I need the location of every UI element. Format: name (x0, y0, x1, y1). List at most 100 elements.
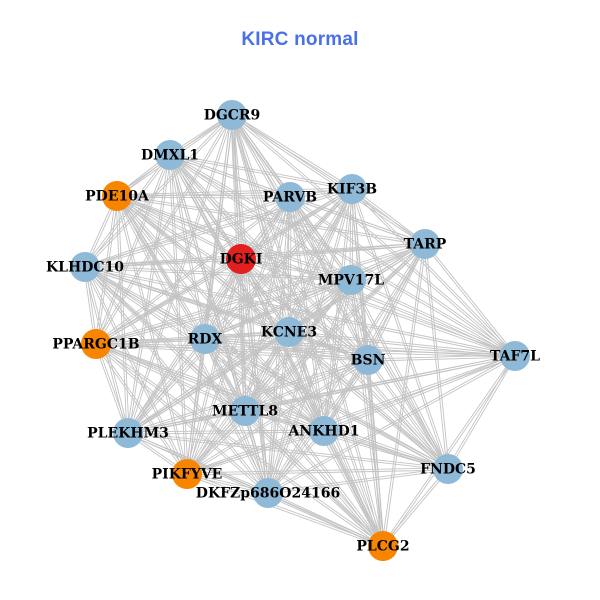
edge-KIF3B-METTL8 (243, 188, 352, 411)
edge-PDE10A-MPV17L (116, 196, 351, 282)
edge-PDE10A-PIKFYVE (117, 195, 189, 474)
node-PARVB[interactable] (275, 182, 305, 212)
edge-KLHDC10-FNDC5 (85, 265, 449, 469)
edge-PPARGC1B-BSN (96, 342, 369, 360)
edge-BSN-FNDC5 (366, 360, 448, 470)
edge-TAF7L-ANKHD1 (323, 354, 515, 431)
edge-TARP-DGKI (241, 244, 426, 261)
node-FNDC5[interactable] (433, 454, 463, 484)
edge-TAF7L-PIKFYVE (186, 354, 515, 474)
node-TAF7L[interactable] (500, 341, 530, 371)
edge-PLEKHM3-FNDC5 (128, 431, 449, 469)
edge-TAF7L-PLEKHM3 (128, 356, 516, 435)
edge-DGKI-FNDC5 (241, 257, 450, 469)
edge-KIF3B-FNDC5 (352, 188, 450, 469)
edge-TAF7L-FNDC5 (446, 355, 515, 469)
edge-DGKI-PPARGC1B (96, 259, 242, 346)
edge-RDX-ANKHD1 (205, 337, 325, 431)
edge-KLHDC10-MPV17L (85, 265, 352, 280)
node-layer (70, 100, 530, 561)
node-KCNE3[interactable] (274, 317, 304, 347)
edge-PPARGC1B-ANKHD1 (95, 344, 324, 433)
edge-DGKI-PLCG2 (239, 259, 383, 547)
edge-RDX-PLEKHM3 (126, 338, 205, 433)
edge-DMXL1-KIF3B (170, 153, 353, 189)
edge-TARP-TAF7L (423, 244, 515, 357)
edge-RDX-FNDC5 (204, 339, 448, 471)
edge-MPV17L-METTL8 (245, 280, 353, 412)
edge-DGKI-BSN (241, 257, 369, 360)
edge-PARVB-TARP (289, 197, 425, 246)
edge-DGKI-PPARGC1B (95, 257, 241, 344)
edge-KIF3B-TARP (352, 187, 426, 244)
edge-FNDC5-PIKFYVE (187, 469, 449, 476)
node-PLEKHM3[interactable] (113, 418, 143, 448)
edge-TARP-FNDC5 (423, 244, 448, 470)
edge-TARP-DGKI (240, 242, 425, 259)
edge-KIF3B-PIKFYVE (185, 188, 352, 474)
edge-PARVB-TARP (290, 195, 426, 244)
node-KLHDC10[interactable] (70, 252, 100, 282)
node-KIF3B[interactable] (337, 174, 367, 204)
edge-KLHDC10-TAF7L (84, 267, 515, 358)
edge-KCNE3-TAF7L (289, 330, 516, 356)
edge-KIF3B-PLEKHM3 (126, 187, 352, 433)
edge-DGKI-TAF7L (241, 257, 516, 356)
edge-DMXL1-RDX (168, 155, 205, 340)
edge-DMXL1-PPARGC1B (94, 154, 170, 344)
edge-BSN-METTL8 (245, 360, 369, 413)
edge-DMXL1-RDX (170, 154, 207, 339)
edge-PARVB-KCNE3 (289, 197, 292, 333)
edge-BSN-PLCG2 (366, 360, 383, 547)
edge-FNDC5-DKFZp686O24166 (268, 469, 449, 495)
node-RDX[interactable] (190, 324, 220, 354)
edge-KIF3B-FNDC5 (350, 189, 448, 470)
edge-FNDC5-DKFZp686O24166 (267, 467, 448, 493)
node-PLCG2[interactable] (368, 531, 398, 561)
node-PPARGC1B[interactable] (81, 329, 111, 359)
edge-MPV17L-RDX (204, 278, 351, 339)
edge-KIF3B-KLHDC10 (85, 189, 353, 269)
node-DGKI[interactable] (226, 244, 256, 274)
edge-PPARGC1B-TAF7L (95, 344, 515, 358)
edge-TAF7L-PLCG2 (381, 355, 515, 546)
edge-KCNE3-ANKHD1 (289, 331, 326, 431)
edge-BSN-TAF7L (368, 356, 516, 362)
node-PDE10A[interactable] (102, 181, 132, 211)
edge-DGCR9-ANKHD1 (232, 114, 326, 431)
edge-PLEKHM3-FNDC5 (127, 433, 448, 471)
node-TARP[interactable] (410, 229, 440, 259)
edge-PPARGC1B-ANKHD1 (96, 342, 325, 431)
edge-FNDC5-PLCG2 (381, 468, 448, 546)
edge-PPARGC1B-METTL8 (95, 344, 245, 413)
edge-KLHDC10-RDX (84, 267, 205, 341)
edge-TARP-FNDC5 (425, 243, 450, 469)
node-MPV17L[interactable] (336, 265, 366, 295)
edge-PDE10A-KCNE3 (117, 194, 290, 332)
edge-TAF7L-DKFZp686O24166 (268, 356, 516, 495)
edge-PPARGC1B-BSN (95, 344, 368, 362)
edge-ANKHD1-PLCG2 (322, 431, 383, 547)
edge-TARP-TAF7L (425, 243, 517, 356)
edge-KLHDC10-DGKI (84, 257, 241, 267)
edge-KIF3B-TAF7L (352, 187, 517, 356)
node-METTL8[interactable] (230, 396, 260, 426)
edge-TARP-RDX (205, 244, 426, 341)
node-ANKHD1[interactable] (309, 416, 339, 446)
edge-TAF7L-ANKHD1 (324, 356, 516, 433)
node-BSN[interactable] (353, 345, 383, 375)
edge-RDX-PLCG2 (205, 337, 385, 546)
edge-KIF3B-KCNE3 (289, 189, 354, 333)
edge-DMXL1-PLEKHM3 (126, 154, 170, 433)
node-DMXL1[interactable] (155, 140, 185, 170)
edge-METTL8-PLEKHM3 (127, 409, 245, 433)
node-PIKFYVE[interactable] (172, 459, 202, 489)
edge-PDE10A-PLEKHM3 (117, 195, 130, 433)
node-DKFZp686O24166[interactable] (253, 478, 283, 508)
edge-PPARGC1B-PLEKHM3 (96, 343, 130, 433)
node-DGCR9[interactable] (217, 100, 247, 130)
edge-DGKI-TAF7L (240, 259, 515, 358)
edge-DGCR9-KCNE3 (230, 115, 289, 333)
edge-MPV17L-FNDC5 (349, 280, 448, 470)
